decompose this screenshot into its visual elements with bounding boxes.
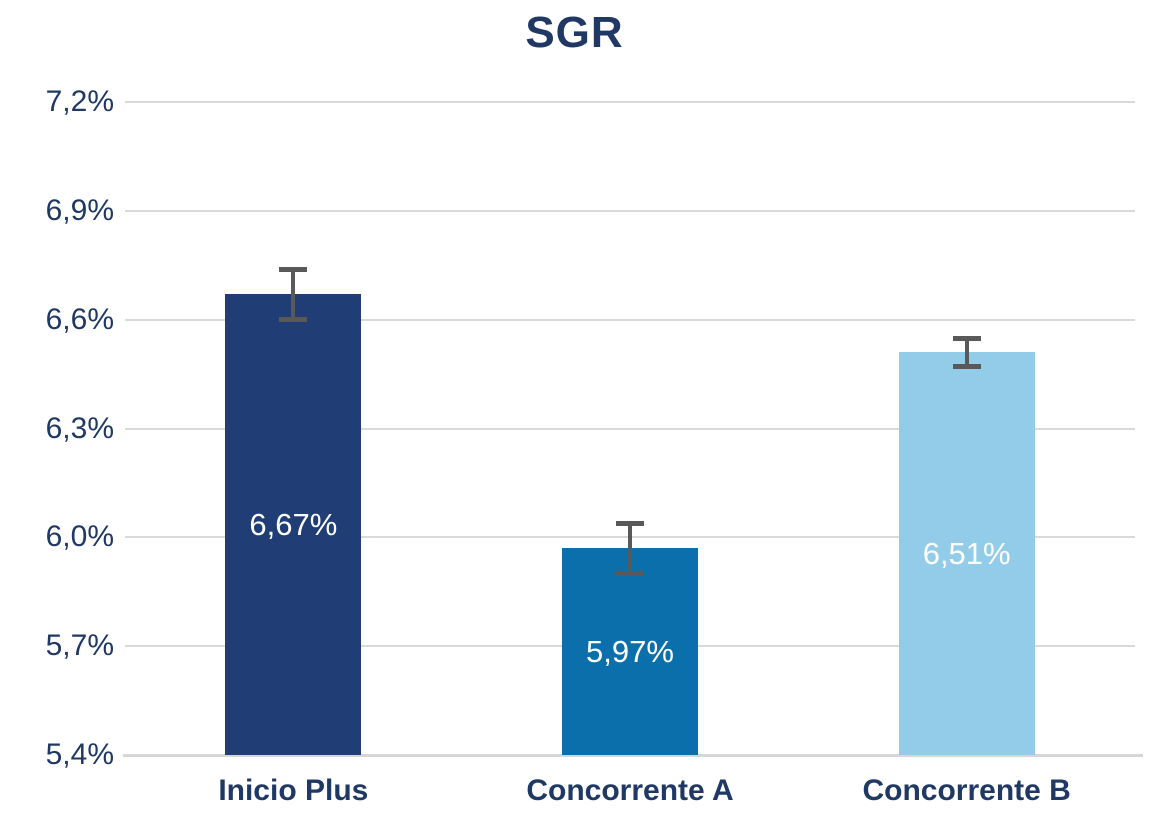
y-tick-label: 7,2% [45,85,114,118]
error-bar [291,268,296,320]
gridline [125,101,1135,103]
x-axis-line [123,754,1143,757]
error-bar-bottom-cap [616,570,644,576]
bar-value-label: 5,97% [586,633,674,669]
x-axis-label-concorrente-a: Concorrente A [526,774,734,807]
x-axis-label-inicio-plus: Inicio Plus [218,774,369,807]
x-axis-label-concorrente-b: Concorrente B [862,774,1071,807]
bar-concorrente-b [898,352,1035,755]
gridline [125,318,1135,321]
chart-title: SGR [525,8,624,57]
error-bar-top-cap [279,266,308,272]
error-bar-top-cap [952,335,981,341]
y-tick-label: 6,3% [45,411,114,445]
y-tick-label: 5,4% [45,738,114,771]
error-bar-top-cap [616,520,644,526]
error-bar-bottom-cap [952,363,981,369]
bar-value-label: 6,67% [249,506,338,542]
bar-inicio-plus [225,294,362,755]
error-bar-bottom-cap [279,316,308,322]
y-tick-label: 6,9% [45,193,114,227]
bar-concorrente-a [562,548,698,755]
error-bar [964,337,969,367]
gridline [125,209,1135,212]
y-tick-label: 6,0% [45,520,114,554]
y-tick-label: 5,7% [45,629,114,663]
y-tick-label: 6,6% [45,302,114,336]
gridline [125,427,1135,430]
error-bar [628,522,632,574]
bar-value-label: 6,51% [922,535,1011,571]
